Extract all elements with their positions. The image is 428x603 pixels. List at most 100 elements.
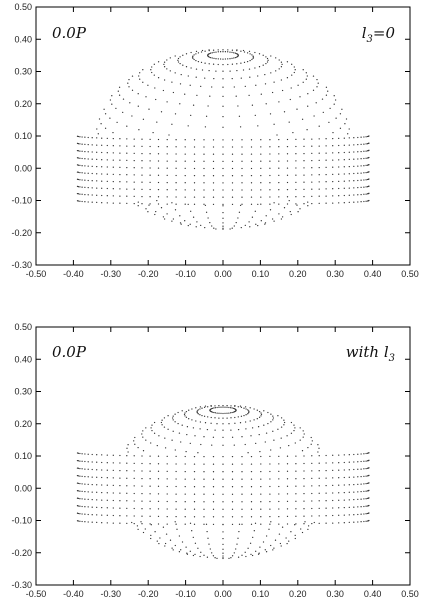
x-tick-label: 0.20	[289, 589, 307, 599]
x-tick-label: -0.50	[26, 589, 47, 599]
data-point	[117, 90, 119, 92]
data-point	[84, 506, 86, 508]
y-tick-label: 0.00	[14, 163, 32, 173]
data-point	[214, 405, 216, 407]
x-tick-label: 0.50	[401, 269, 419, 279]
data-point	[286, 455, 289, 457]
data-point	[296, 204, 298, 206]
data-point	[338, 492, 340, 494]
data-point	[175, 508, 177, 510]
data-point	[175, 189, 177, 191]
data-point	[126, 500, 128, 502]
data-point	[360, 483, 362, 485]
data-point	[208, 56, 210, 58]
data-point	[222, 175, 224, 177]
data-point	[141, 138, 143, 140]
data-point	[295, 196, 297, 198]
data-point	[243, 51, 246, 53]
data-point	[185, 416, 188, 418]
data-point	[141, 181, 143, 183]
data-point	[343, 137, 345, 139]
data-point	[303, 477, 305, 480]
data-point	[222, 95, 224, 98]
data-point	[112, 202, 114, 204]
data-point	[273, 547, 275, 549]
data-point	[106, 514, 108, 516]
data-point	[84, 521, 86, 523]
data-point	[111, 95, 113, 97]
data-point	[222, 493, 224, 495]
data-point	[210, 416, 212, 419]
data-point	[112, 477, 114, 479]
data-point	[222, 552, 224, 554]
data-point	[259, 450, 261, 453]
data-point	[360, 150, 362, 153]
data-point	[119, 500, 121, 502]
data-point	[126, 202, 128, 205]
data-point	[353, 453, 355, 456]
data-point	[295, 188, 297, 191]
data-point	[345, 118, 348, 120]
data-point	[96, 144, 98, 146]
data-point	[365, 136, 367, 138]
x-tick-label: -0.20	[138, 589, 159, 599]
data-point	[91, 201, 93, 203]
data-point	[210, 422, 212, 424]
data-point	[264, 549, 266, 551]
data-point	[254, 210, 256, 212]
data-point	[301, 118, 304, 120]
data-point	[126, 447, 128, 449]
data-point	[269, 485, 271, 488]
data-point	[243, 407, 245, 409]
data-point	[311, 462, 313, 465]
data-point	[179, 103, 181, 105]
data-point	[246, 60, 249, 63]
data-point	[250, 435, 252, 437]
data-point	[166, 181, 168, 184]
data-point	[286, 470, 289, 472]
data-point	[112, 507, 114, 509]
data-point	[332, 492, 334, 494]
data-point	[87, 179, 89, 182]
data-point	[286, 508, 289, 510]
data-point	[328, 121, 330, 124]
data-point	[251, 427, 254, 429]
data-point	[325, 492, 327, 494]
data-point	[360, 475, 362, 478]
y-tick-label: -0.10	[11, 516, 32, 526]
data-point	[360, 460, 362, 463]
data-point	[87, 461, 89, 463]
data-point	[87, 143, 89, 146]
data-point	[200, 551, 202, 553]
data-point	[360, 136, 362, 138]
data-point	[193, 523, 196, 525]
data-point	[278, 138, 280, 141]
data-point	[278, 470, 280, 473]
data-point	[270, 449, 272, 451]
data-point	[112, 484, 114, 487]
data-point	[175, 160, 177, 162]
data-point	[228, 423, 230, 425]
data-point	[231, 555, 234, 557]
data-point	[231, 411, 233, 414]
data-point	[286, 174, 289, 176]
data-point	[192, 55, 194, 57]
data-point	[258, 410, 261, 413]
data-point	[96, 454, 98, 456]
data-point	[311, 167, 313, 169]
data-point	[87, 158, 89, 160]
data-point	[343, 173, 345, 175]
data-point	[278, 153, 280, 155]
data-point	[96, 484, 98, 486]
data-point	[157, 77, 160, 79]
data-point	[91, 476, 93, 478]
data-point	[295, 203, 297, 205]
data-point	[141, 188, 143, 191]
data-point	[242, 69, 245, 71]
data-point	[286, 61, 289, 63]
data-point	[265, 535, 268, 537]
data-point	[111, 103, 113, 105]
data-point	[286, 153, 289, 155]
data-point	[162, 216, 165, 218]
data-point	[91, 144, 93, 146]
